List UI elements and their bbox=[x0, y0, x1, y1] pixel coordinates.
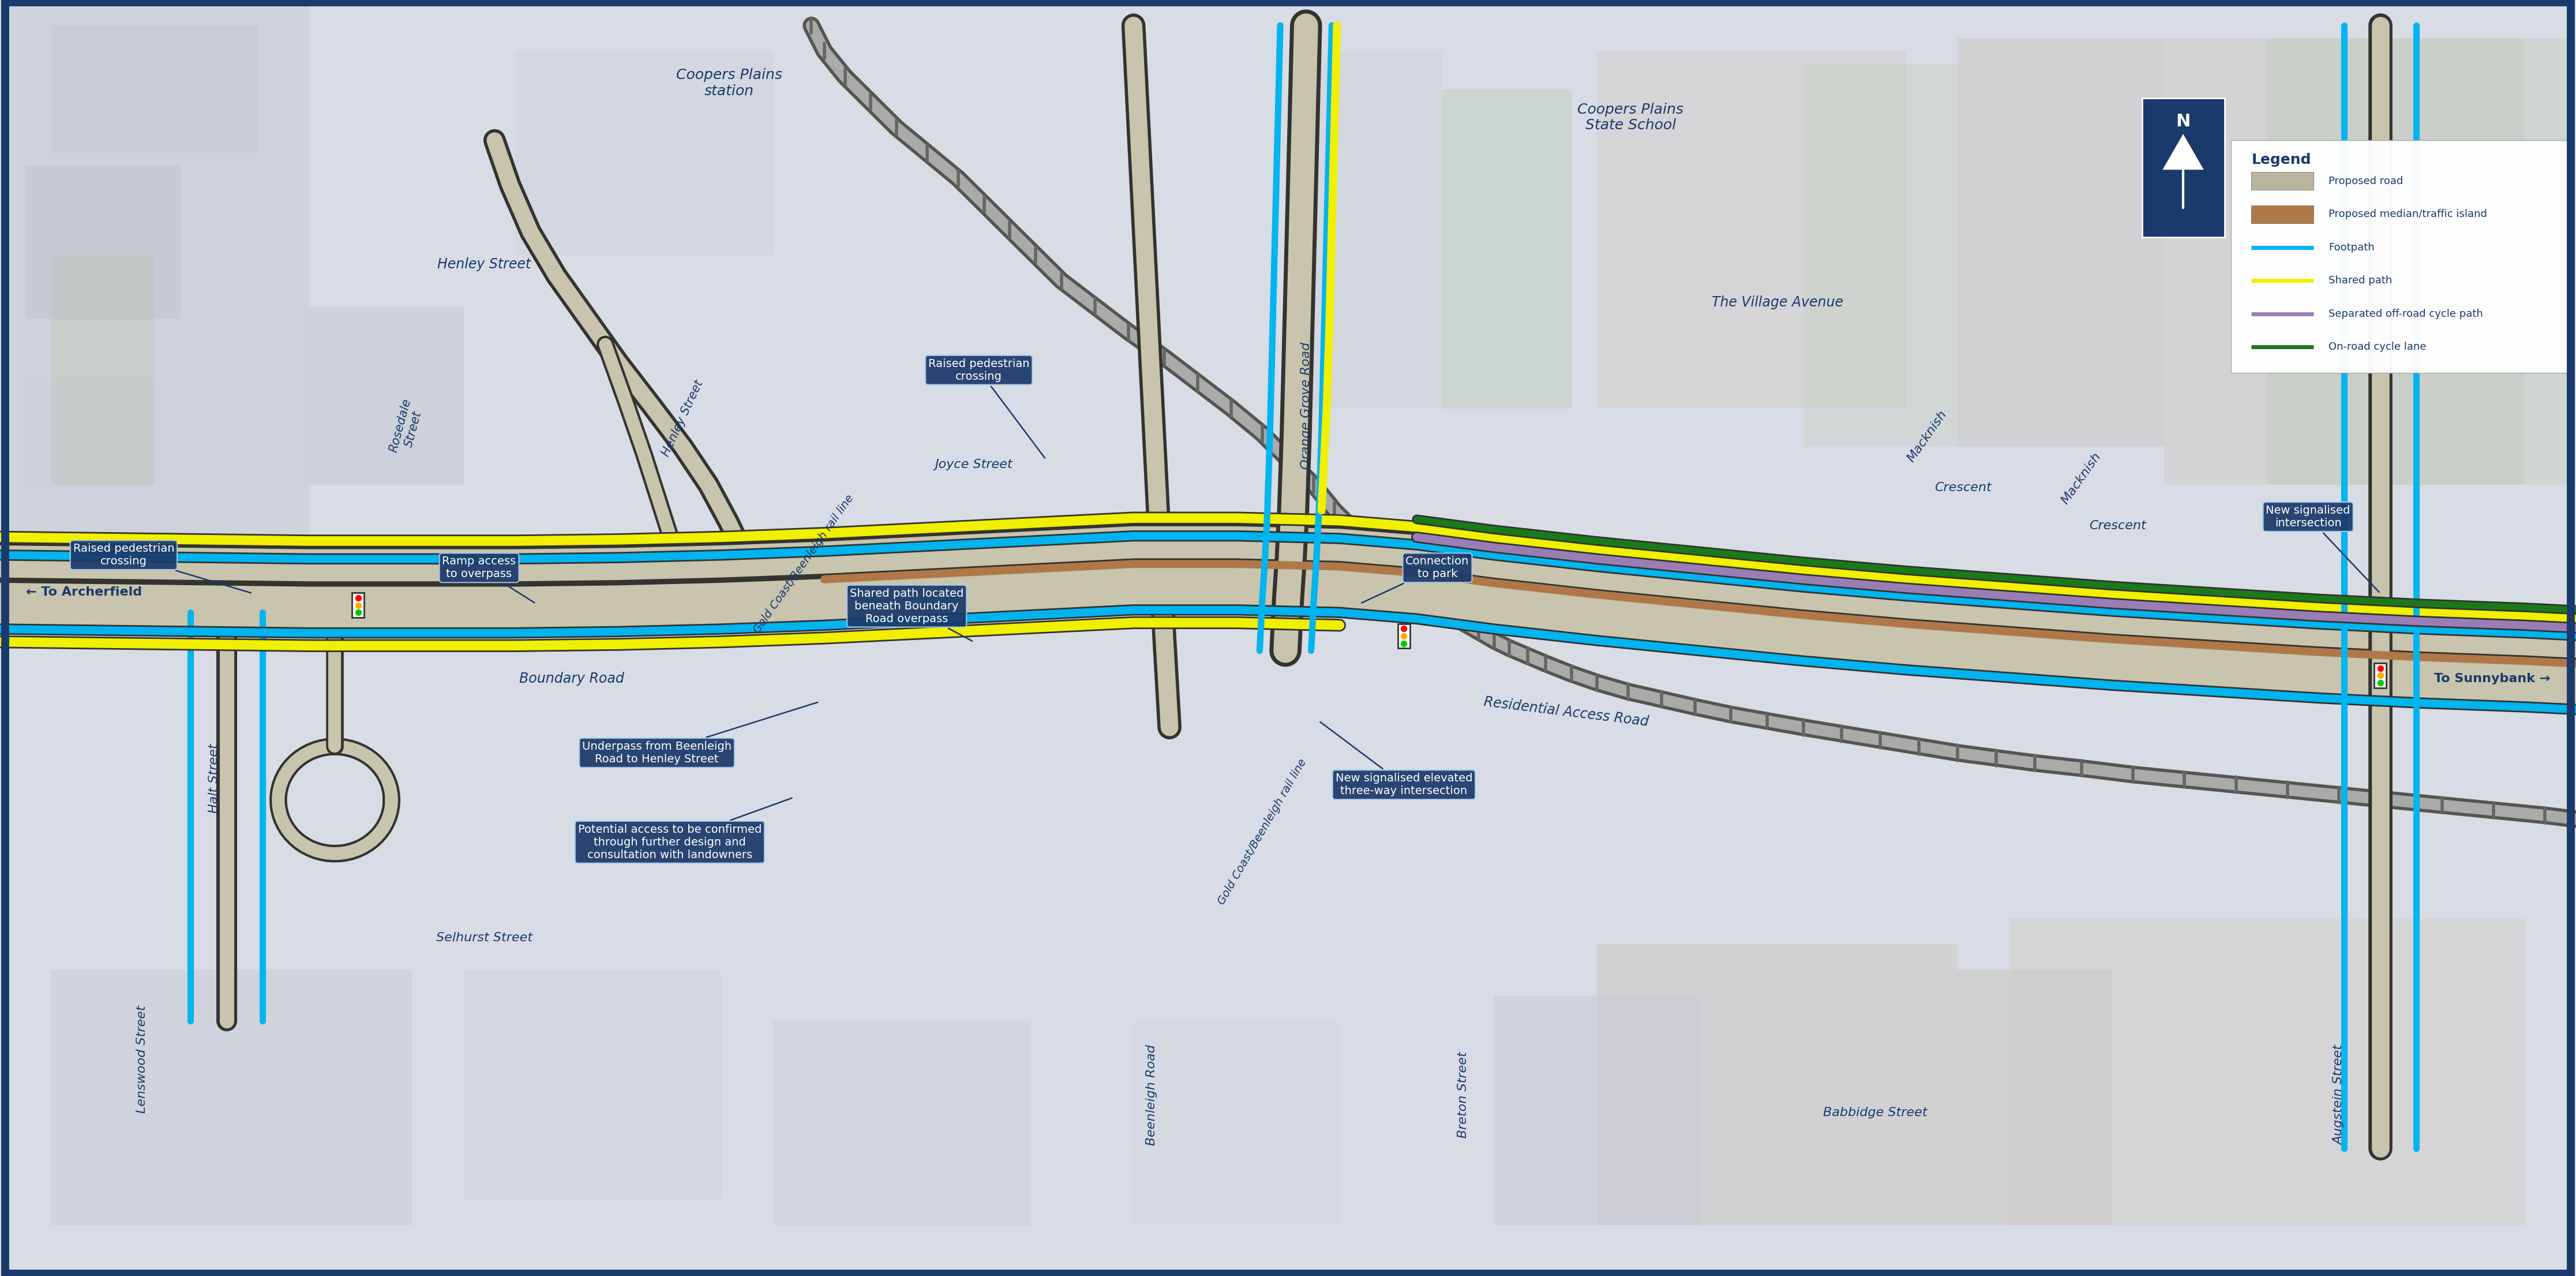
Text: Gold Coast/Beenleigh rail line: Gold Coast/Beenleigh rail line bbox=[752, 493, 855, 635]
Text: Henley Street: Henley Street bbox=[659, 379, 706, 458]
Text: Lenswood Street: Lenswood Street bbox=[137, 1005, 147, 1113]
Text: Proposed road: Proposed road bbox=[2329, 176, 2403, 186]
Text: Raised pedestrian
crossing: Raised pedestrian crossing bbox=[927, 359, 1046, 458]
Text: Legend: Legend bbox=[2251, 153, 2311, 167]
Text: Breton Street: Breton Street bbox=[1458, 1051, 1468, 1138]
Bar bbox=[1958, 970, 2112, 1225]
Text: The Village Avenue: The Village Avenue bbox=[1710, 296, 1844, 309]
Text: Augstein Street: Augstein Street bbox=[2334, 1045, 2344, 1145]
Bar bbox=[2009, 919, 2524, 1225]
Text: Ramp access
to overpass: Ramp access to overpass bbox=[443, 556, 533, 602]
Bar bbox=[1133, 1021, 1340, 1225]
Text: Proposed median/traffic island: Proposed median/traffic island bbox=[2329, 209, 2488, 219]
Bar bbox=[52, 255, 155, 485]
Bar bbox=[1597, 944, 1958, 1225]
Bar bbox=[52, 26, 258, 153]
Bar bbox=[2251, 205, 2313, 223]
Text: New signalised
intersection: New signalised intersection bbox=[2267, 505, 2380, 592]
Bar bbox=[2375, 664, 2385, 688]
Text: Selhurst Street: Selhurst Street bbox=[435, 931, 533, 944]
Text: Boundary Road: Boundary Road bbox=[520, 672, 623, 685]
Bar bbox=[2267, 38, 2576, 485]
Bar bbox=[2251, 172, 2313, 190]
Text: Henley Street: Henley Street bbox=[438, 258, 531, 271]
Text: Footpath: Footpath bbox=[2329, 242, 2375, 253]
Text: Gold Coast/Beenleigh rail line: Gold Coast/Beenleigh rail line bbox=[1216, 757, 1309, 907]
Text: Underpass from Beenleigh
Road to Henley Street: Underpass from Beenleigh Road to Henley … bbox=[582, 702, 817, 764]
Text: Macknish: Macknish bbox=[1904, 408, 1950, 464]
Text: Raised pedestrian
crossing: Raised pedestrian crossing bbox=[72, 544, 250, 593]
Bar bbox=[26, 166, 180, 319]
Text: Macknish: Macknish bbox=[2058, 450, 2105, 507]
Bar bbox=[1803, 64, 1958, 447]
FancyBboxPatch shape bbox=[2231, 140, 2571, 373]
Text: Shared path: Shared path bbox=[2329, 276, 2393, 286]
Bar bbox=[1597, 51, 1906, 408]
Text: Shared path located
beneath Boundary
Road overpass: Shared path located beneath Boundary Roa… bbox=[850, 588, 971, 641]
Bar bbox=[1399, 624, 1409, 648]
Bar bbox=[515, 51, 773, 255]
Bar bbox=[464, 970, 721, 1199]
Polygon shape bbox=[2164, 134, 2205, 170]
Text: Halt Street: Halt Street bbox=[209, 744, 219, 813]
Bar bbox=[52, 970, 412, 1225]
Text: New signalised elevated
three-way intersection: New signalised elevated three-way inters… bbox=[1319, 722, 1473, 796]
Text: Babbidge Street: Babbidge Street bbox=[1824, 1106, 1927, 1119]
Text: Rosedale
Street: Rosedale Street bbox=[389, 398, 425, 457]
Text: Connection
to park: Connection to park bbox=[1363, 556, 1468, 602]
Text: Separated off-road cycle path: Separated off-road cycle path bbox=[2329, 309, 2483, 319]
Text: On-road cycle lane: On-road cycle lane bbox=[2329, 342, 2427, 352]
Bar bbox=[353, 593, 363, 618]
Text: Beenleigh Road: Beenleigh Road bbox=[1146, 1044, 1157, 1146]
Text: Joyce Street: Joyce Street bbox=[935, 458, 1012, 471]
Text: Potential access to be confirmed
through further design and
consultation with la: Potential access to be confirmed through… bbox=[577, 798, 791, 860]
Bar bbox=[2164, 38, 2524, 485]
Text: N: N bbox=[2177, 112, 2190, 130]
Bar bbox=[1494, 995, 1700, 1225]
Bar bbox=[0, 0, 309, 574]
Text: Coopers Plains
station: Coopers Plains station bbox=[675, 68, 783, 98]
Bar bbox=[1288, 51, 1443, 408]
Text: To Sunnybank →: To Sunnybank → bbox=[2434, 672, 2550, 685]
FancyBboxPatch shape bbox=[2143, 98, 2226, 237]
Bar bbox=[26, 383, 155, 485]
Bar bbox=[1958, 38, 2164, 447]
Text: ← To Archerfield: ← To Archerfield bbox=[26, 586, 142, 598]
Text: Residential Access Road: Residential Access Road bbox=[1484, 695, 1649, 729]
Text: Orange Grove Road: Orange Grove Road bbox=[1301, 342, 1311, 470]
Bar bbox=[1443, 89, 1571, 408]
Bar bbox=[773, 1021, 1030, 1225]
Text: Crescent: Crescent bbox=[2089, 519, 2146, 532]
Text: Coopers Plains
State School: Coopers Plains State School bbox=[1577, 102, 1685, 133]
Text: Crescent: Crescent bbox=[1935, 481, 1991, 494]
Bar bbox=[309, 306, 464, 485]
